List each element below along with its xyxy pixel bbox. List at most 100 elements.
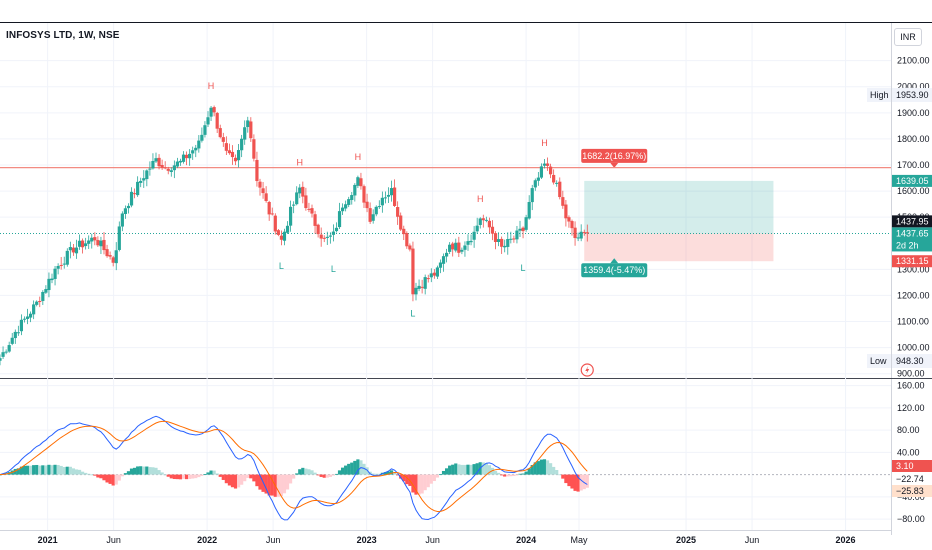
candle [227, 143, 232, 155]
candle-body [331, 231, 336, 235]
macd-histogram-bar [255, 474, 259, 487]
candle [252, 134, 256, 162]
macd-histogram-bar [328, 474, 332, 477]
candle-body [365, 201, 369, 209]
macd-histogram-bar [331, 474, 336, 476]
macd-value-label-text: −25.83 [896, 486, 924, 496]
last-price-label-text: 1437.65 [896, 228, 929, 238]
macd-histogram-bar [105, 474, 109, 483]
macd-value-label-text: −22.74 [896, 474, 924, 484]
candle-body [334, 227, 339, 232]
price-label: 1331.15 [892, 255, 932, 268]
candle-body [389, 188, 394, 196]
macd-histogram-bar [267, 474, 271, 496]
macd-histogram-bar [22, 465, 27, 475]
low-marker-value: 948.30 [896, 356, 924, 366]
candle-body [490, 226, 495, 234]
candle-body [579, 231, 583, 239]
stop-label: 1359.4(-5.47%) [581, 258, 648, 278]
macd-histogram-bar [444, 468, 449, 475]
candle-body [80, 240, 85, 248]
candle-body [224, 143, 228, 151]
macd-histogram-bar [304, 468, 308, 475]
macd-histogram-bar [148, 467, 152, 475]
candle [295, 186, 299, 206]
candle-body [585, 232, 589, 234]
macd-histogram-bar [322, 474, 326, 478]
candle-body [114, 250, 118, 264]
macd-histogram-bar [96, 474, 100, 478]
macd-histogram-bar [93, 474, 97, 476]
candle-body [536, 177, 540, 181]
candle [151, 153, 155, 170]
macd-histogram-bar [340, 467, 345, 475]
candle-body [175, 161, 180, 167]
candle-body [13, 331, 17, 339]
macd-histogram-bar [552, 466, 556, 475]
price-labels: 1639.05 1437.95 1437.65 2d 2h 1331.15 High 195… [867, 88, 932, 497]
macd-histogram-bar [463, 464, 467, 475]
last-price-label: 1437.65 2d 2h [892, 227, 932, 252]
macd-histogram-bar [212, 470, 216, 475]
candle-body [233, 157, 238, 162]
macd-histogram-bar [319, 474, 323, 477]
candle-body [484, 219, 488, 221]
candle [93, 232, 97, 246]
macd-histogram-bar [47, 464, 51, 475]
candle [163, 161, 167, 170]
resistance-line[interactable] [0, 167, 891, 234]
macd-histogram-bar [521, 473, 525, 475]
macd-histogram-bar [307, 469, 311, 475]
candle-body [500, 238, 504, 247]
candle [533, 178, 537, 191]
candle-body [454, 242, 458, 251]
candle [496, 232, 501, 247]
candle [279, 230, 284, 246]
macd-tick-label: 40.00 [897, 447, 920, 457]
candle [377, 200, 381, 209]
candle-body [328, 235, 332, 237]
candle-body [99, 240, 103, 247]
candle-body [123, 208, 128, 215]
macd-value-label: −25.83 [892, 485, 932, 497]
macd-histogram-bar [371, 473, 375, 475]
candle [273, 213, 277, 235]
candle [487, 217, 492, 234]
candle [264, 186, 268, 203]
macd-histogram-bar [490, 467, 495, 475]
candle [74, 239, 79, 259]
macd-histogram-bar [16, 468, 20, 475]
candle-body [426, 278, 430, 280]
candle-body [371, 214, 375, 221]
candle [457, 236, 461, 258]
currency-button[interactable]: INR [894, 28, 922, 46]
candle-body [383, 197, 388, 199]
macd-histogram-bar [218, 474, 222, 477]
candle [374, 205, 378, 217]
flash-icon[interactable] [580, 363, 594, 377]
macd-histogram-bar [59, 465, 63, 475]
candle [316, 223, 320, 238]
candle-body [166, 168, 170, 171]
macd-histogram-bar [438, 474, 443, 476]
macd-histogram-bar [270, 474, 274, 496]
position-tool[interactable]: 1682.2(16.97%) 1359.4(-5.47%) [581, 148, 774, 278]
low-marker-tag: Low [870, 356, 887, 366]
macd-histogram-bar [301, 467, 305, 475]
candle-body [50, 278, 54, 281]
candle [481, 214, 485, 228]
candle [22, 316, 27, 323]
pivot-low-label: L [410, 308, 415, 318]
candle [472, 226, 476, 248]
candle-body [145, 170, 149, 180]
y-tick-label: 1000.00 [897, 343, 930, 353]
macd-histogram-bar [555, 469, 559, 475]
candle [215, 111, 219, 134]
macd-histogram-bar [579, 474, 583, 491]
x-tick-label: 2026 [836, 535, 856, 545]
candle [396, 201, 400, 225]
candle-body [460, 249, 464, 252]
candle-body [496, 239, 501, 242]
candle [197, 135, 201, 153]
